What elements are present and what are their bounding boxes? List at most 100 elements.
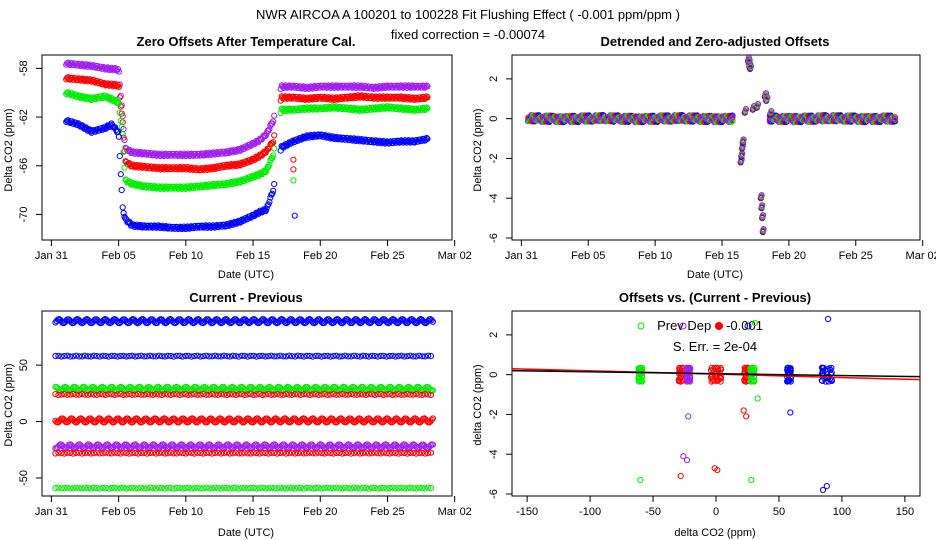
data-point <box>374 450 381 457</box>
data-point <box>425 391 432 398</box>
data-point <box>416 391 423 398</box>
data-point <box>333 391 340 398</box>
data-point <box>309 391 316 398</box>
data-point <box>404 390 411 398</box>
data-point <box>354 449 361 456</box>
data-point <box>129 449 136 456</box>
data-point <box>389 352 396 359</box>
data-point <box>351 450 358 457</box>
data-point <box>215 391 222 398</box>
data-point <box>828 377 836 384</box>
data-point <box>336 449 343 456</box>
data-point <box>377 484 384 492</box>
x-tick-label: Feb 25 <box>370 250 404 262</box>
data-point <box>291 391 299 398</box>
outlier-point <box>748 477 755 484</box>
data-point <box>713 364 720 371</box>
data-point <box>327 450 334 457</box>
data-point <box>144 444 151 451</box>
data-point <box>223 353 231 360</box>
data-point <box>141 391 148 398</box>
data-point <box>155 484 163 491</box>
spike-point <box>764 94 771 101</box>
data-point <box>135 450 142 457</box>
data-point <box>191 353 198 360</box>
data-point <box>271 485 278 492</box>
data-point <box>386 352 393 360</box>
data-point <box>419 391 426 398</box>
data-point <box>73 449 80 456</box>
data-point <box>220 352 228 359</box>
data-point <box>108 352 115 359</box>
data-point <box>73 484 80 491</box>
data-point <box>429 415 436 422</box>
data-point <box>64 449 71 456</box>
outlier-point <box>291 212 298 219</box>
data-point <box>191 450 198 457</box>
data-point <box>277 484 284 491</box>
data-point <box>144 450 151 457</box>
data-point <box>167 484 174 491</box>
data-point <box>404 450 411 457</box>
data-point <box>747 367 754 374</box>
data-point <box>141 449 148 456</box>
data-point <box>268 484 275 491</box>
data-point <box>93 484 100 492</box>
data-point <box>102 391 109 398</box>
data-point <box>288 353 296 360</box>
data-point <box>209 485 216 492</box>
data-point <box>93 353 100 360</box>
plot-frame <box>41 310 453 497</box>
data-point <box>425 484 432 491</box>
data-point <box>173 450 180 457</box>
data-point <box>339 353 346 360</box>
data-point <box>179 391 186 398</box>
data-point <box>90 484 98 491</box>
data-point <box>399 442 406 449</box>
data-point <box>149 353 157 360</box>
data-point <box>250 484 257 491</box>
data-point <box>247 391 254 398</box>
data-point <box>266 418 273 425</box>
data-point <box>410 353 417 360</box>
x-tick-label: Jan 31 <box>505 250 538 262</box>
data-point <box>675 378 683 385</box>
data-point <box>371 442 378 449</box>
y-tick-label: -58 <box>18 60 30 76</box>
data-point <box>197 391 204 398</box>
data-point <box>324 449 331 456</box>
data-point <box>241 449 248 456</box>
data-point <box>111 352 118 359</box>
data-point <box>238 352 245 359</box>
data-point <box>291 485 299 492</box>
data-point <box>108 450 115 457</box>
data-point <box>827 370 834 377</box>
panel-title: Zero Offsets After Temperature Cal. <box>137 34 356 49</box>
data-point <box>194 484 201 491</box>
data-point <box>303 450 310 457</box>
data-point <box>300 485 307 492</box>
data-point <box>116 109 123 117</box>
data-point <box>427 449 435 456</box>
data-point <box>429 318 436 325</box>
data-point <box>58 391 65 398</box>
data-point <box>306 449 313 456</box>
data-point <box>132 449 139 457</box>
data-point <box>238 450 245 457</box>
data-point <box>272 319 279 326</box>
data-point <box>129 352 136 359</box>
data-point <box>155 352 163 359</box>
panel-title: Detrended and Zero-adjusted Offsets <box>601 34 830 49</box>
data-point <box>401 353 408 360</box>
x-tick-label: Jan 31 <box>35 506 68 518</box>
data-point <box>99 391 106 398</box>
outlier-point <box>825 315 832 323</box>
data-point <box>79 353 86 360</box>
data-point <box>429 441 436 448</box>
data-point <box>371 484 378 491</box>
data-point <box>283 384 290 391</box>
data-point <box>269 190 276 197</box>
data-point <box>377 450 384 457</box>
data-point <box>271 132 278 139</box>
data-point <box>392 450 399 457</box>
